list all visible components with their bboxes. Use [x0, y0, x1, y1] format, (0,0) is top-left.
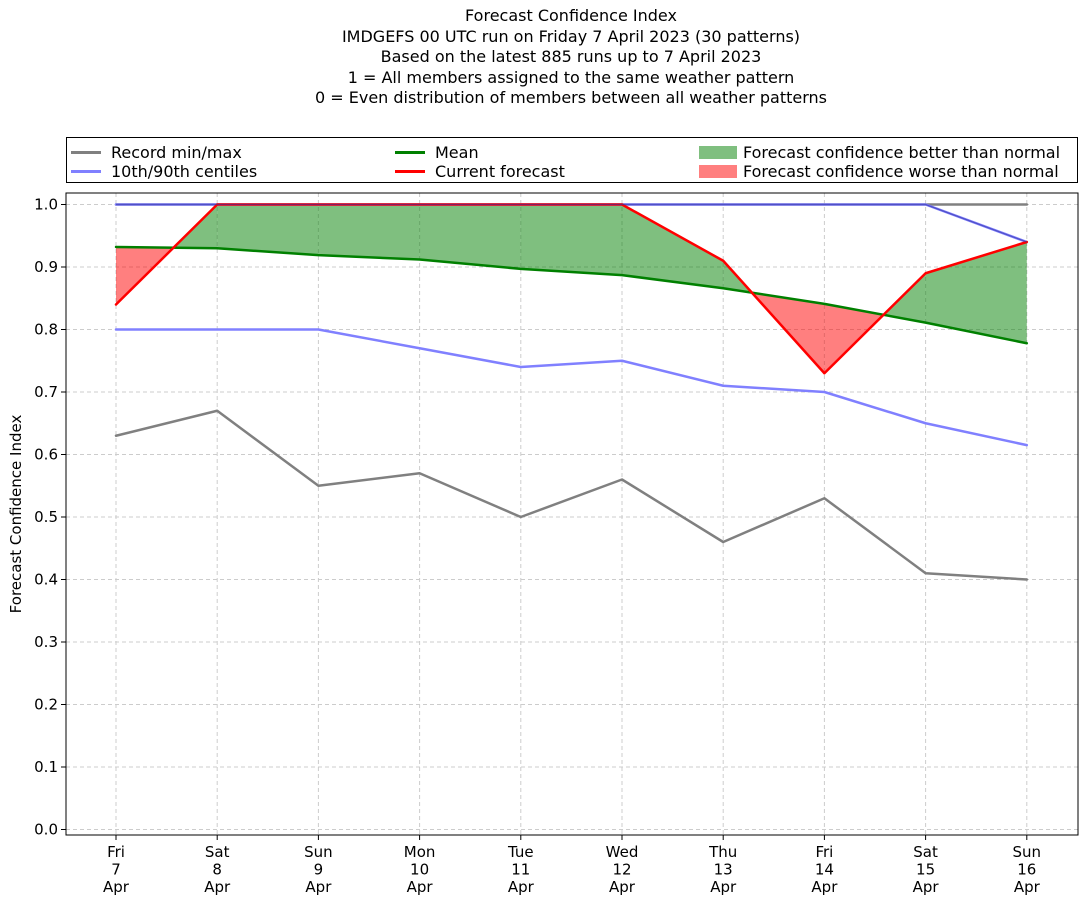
- x-tick-label-line: Sat: [913, 843, 938, 861]
- title-line-1: Forecast Confidence Index: [465, 6, 677, 25]
- x-tick-label-line: Sun: [1013, 843, 1042, 861]
- legend-item-centiles: 10th/90th centiles: [71, 161, 258, 181]
- x-tick-label-line: Tue: [507, 843, 534, 861]
- fill-better-than-normal: [217, 204, 319, 256]
- legend-swatch-current: [395, 169, 425, 173]
- legend-swatch-mean: [395, 150, 425, 154]
- y-tick-label: 0.4: [34, 571, 58, 589]
- legend-swatch-record: [71, 150, 101, 154]
- x-tick-label: Tue 11 Apr: [507, 843, 535, 896]
- x-tick-label-line: Sat: [205, 843, 230, 861]
- x-tick-label-line: 16: [1017, 861, 1036, 879]
- fills: [116, 204, 1027, 374]
- legend-label-current: Current forecast: [435, 161, 565, 181]
- x-tick-label-line: Apr: [710, 878, 737, 896]
- title-line-3: Based on the latest 885 runs up to 7 Apr…: [380, 47, 762, 66]
- y-tick-label: 0.9: [34, 258, 58, 276]
- x-tick-label-line: Apr: [407, 878, 434, 896]
- y-tick-label: 0.8: [34, 321, 58, 339]
- fill-better-than-normal: [622, 204, 724, 289]
- x-tick-label-line: Mon: [404, 843, 436, 861]
- x-tick-label-line: Apr: [1014, 878, 1041, 896]
- x-tick-label-line: Thu: [708, 843, 737, 861]
- x-tick-label-line: Fri: [815, 843, 833, 861]
- x-tick-label-line: 11: [511, 861, 530, 879]
- x-tick-label-line: Apr: [305, 878, 332, 896]
- x-tick-label-line: Apr: [103, 878, 130, 896]
- fill-better-than-normal: [419, 204, 521, 269]
- y-tick-label: 0.1: [34, 758, 58, 776]
- legend-item-mean: Mean: [395, 142, 479, 162]
- y-tick-label: 0.6: [34, 446, 58, 464]
- series-lines: [114, 203, 1029, 581]
- y-tick-label: 0.2: [34, 696, 58, 714]
- series-line-mean: [114, 245, 1029, 345]
- legend-label-mean: Mean: [435, 142, 479, 162]
- legend: Record min/max 10th/90th centiles Mean C…: [66, 137, 1078, 183]
- x-tick-label: Sun 9 Apr: [304, 843, 333, 896]
- x-tick-label-line: 15: [916, 861, 935, 879]
- legend-swatch-worse: [699, 164, 737, 178]
- x-tick-label-line: Sun: [304, 843, 333, 861]
- legend-label-centiles: 10th/90th centiles: [111, 161, 258, 181]
- x-tick-label-line: Apr: [609, 878, 636, 896]
- legend-item-better: Forecast confidence better than normal: [699, 142, 1061, 162]
- chart-title: Forecast Confidence Index IMDGEFS 00 UTC…: [0, 6, 1092, 109]
- y-tick-label: 0.3: [34, 633, 58, 651]
- y-tick-label: 0.5: [34, 508, 58, 526]
- y-axis: 0.0 0.1 0.2 0.3 0.4 0.5 0.6 0.7 0.8 0.9 1.0: [34, 196, 66, 839]
- title-line-5: 0 = Even distribution of members between…: [314, 88, 828, 107]
- y-tick-label: 1.0: [34, 196, 58, 214]
- series-line-overlap: [116, 203, 1028, 243]
- x-tick-label-line: Apr: [508, 878, 535, 896]
- x-tick-label: Mon 10 Apr: [404, 843, 436, 896]
- x-tick-label-line: 9: [314, 861, 324, 879]
- legend-label-record: Record min/max: [111, 142, 242, 162]
- fill-worse-than-normal: [824, 303, 884, 374]
- series-line-p10: [114, 328, 1029, 447]
- x-tick-label-line: Apr: [913, 878, 940, 896]
- fill-better-than-normal: [883, 273, 926, 323]
- title-line-4: 1 = All members assigned to the same wea…: [347, 67, 795, 87]
- title-line-2: IMDGEFS 00 UTC run on Friday 7 April 202…: [341, 26, 801, 46]
- x-tick-label: Sun 16 Apr: [1013, 843, 1042, 896]
- plot-frame: [65, 192, 1079, 836]
- x-tick-label-line: 14: [815, 861, 834, 879]
- y-tick-label: 0.0: [34, 821, 58, 839]
- x-tick-label: Fri 7 Apr: [103, 843, 130, 896]
- x-tick-label: Wed 12 Apr: [606, 843, 639, 896]
- y-tick-label: 0.7: [34, 383, 58, 401]
- x-tick-label-line: 7: [111, 861, 121, 879]
- fill-better-than-normal: [318, 204, 420, 260]
- legend-swatch-better: [699, 145, 737, 159]
- x-tick-label-line: 8: [212, 861, 222, 879]
- x-tick-label-line: Wed: [606, 843, 639, 861]
- x-tick-label-line: 13: [714, 861, 733, 879]
- legend-label-better: Forecast confidence better than normal: [743, 142, 1061, 162]
- x-tick-label-line: Apr: [204, 878, 231, 896]
- fill-better-than-normal: [520, 204, 622, 276]
- x-tick-label-line: 12: [612, 861, 631, 879]
- legend-label-worse: Forecast confidence worse than normal: [743, 161, 1059, 181]
- x-tick-label-line: 10: [410, 861, 429, 879]
- x-tick-label: Sat 8 Apr: [204, 843, 231, 896]
- y-axis-label: Forecast Confidence Index: [7, 415, 25, 614]
- legend-item-record: Record min/max: [71, 142, 242, 162]
- legend-item-worse: Forecast confidence worse than normal: [699, 161, 1059, 181]
- x-tick-label: Thu 13 Apr: [708, 843, 737, 896]
- x-tick-label: Fri 14 Apr: [811, 843, 838, 896]
- x-tick-label: Sat 15 Apr: [913, 843, 940, 896]
- fill-better-than-normal: [925, 242, 1027, 344]
- series-line-record-min: [114, 409, 1029, 581]
- x-tick-label-line: Apr: [811, 878, 838, 896]
- x-tick-label-line: Fri: [107, 843, 125, 861]
- legend-swatch-centiles: [71, 169, 101, 173]
- legend-item-current: Current forecast: [395, 161, 565, 181]
